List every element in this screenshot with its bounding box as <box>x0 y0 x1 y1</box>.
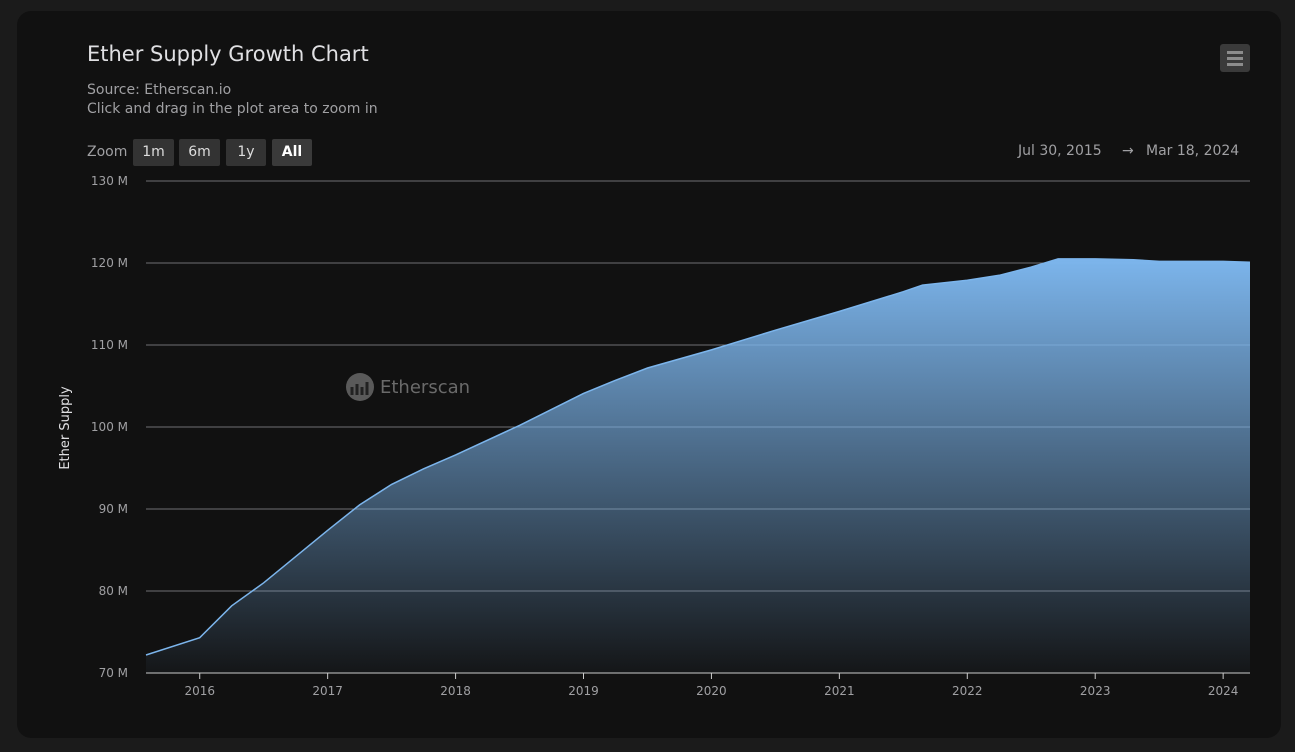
etherscan-watermark: Etherscan <box>346 373 470 401</box>
x-tick-label: 2019 <box>568 684 599 698</box>
range-to[interactable]: Mar 18, 2024 <box>1146 143 1240 159</box>
x-tick-label: 2020 <box>696 684 727 698</box>
range-arrow: → <box>1122 143 1134 159</box>
range-from[interactable]: Jul 30, 2015 <box>1018 143 1102 159</box>
x-tick-label: 2018 <box>440 684 471 698</box>
x-tick-label: 2023 <box>1080 684 1111 698</box>
supply-line <box>145 258 1251 656</box>
zoom-all-button[interactable]: All <box>272 139 312 166</box>
y-tick-label: 120 M <box>91 256 128 270</box>
zoom-6m-button[interactable]: 6m <box>179 139 220 166</box>
zoom-1y-button[interactable]: 1y <box>226 139 266 166</box>
zoom-1m-button[interactable]: 1m <box>133 139 174 166</box>
watermark-text: Etherscan <box>380 377 470 398</box>
x-tick-label: 2024 <box>1208 684 1239 698</box>
chart-source: Source: Etherscan.io <box>87 82 232 98</box>
chart-hint: Click and drag in the plot area to zoom … <box>87 101 378 117</box>
y-tick-label: 90 M <box>99 502 128 516</box>
y-tick-label: 100 M <box>91 420 128 434</box>
hamburger-menu-icon[interactable] <box>1220 44 1250 72</box>
y-tick-label: 70 M <box>99 666 128 680</box>
x-tick-label: 2016 <box>184 684 215 698</box>
x-tick-label: 2021 <box>824 684 855 698</box>
y-tick-label: 110 M <box>91 338 128 352</box>
y-tick-label: 80 M <box>99 584 128 598</box>
supply-area <box>146 258 1250 673</box>
etherscan-logo-icon <box>346 373 374 401</box>
zoom-label: Zoom <box>87 144 128 160</box>
x-tick-label: 2017 <box>312 684 343 698</box>
y-tick-label: 130 M <box>91 174 128 188</box>
x-tick-label: 2022 <box>952 684 983 698</box>
chart-title: Ether Supply Growth Chart <box>87 42 369 66</box>
y-axis-title: Ether Supply <box>58 386 73 470</box>
